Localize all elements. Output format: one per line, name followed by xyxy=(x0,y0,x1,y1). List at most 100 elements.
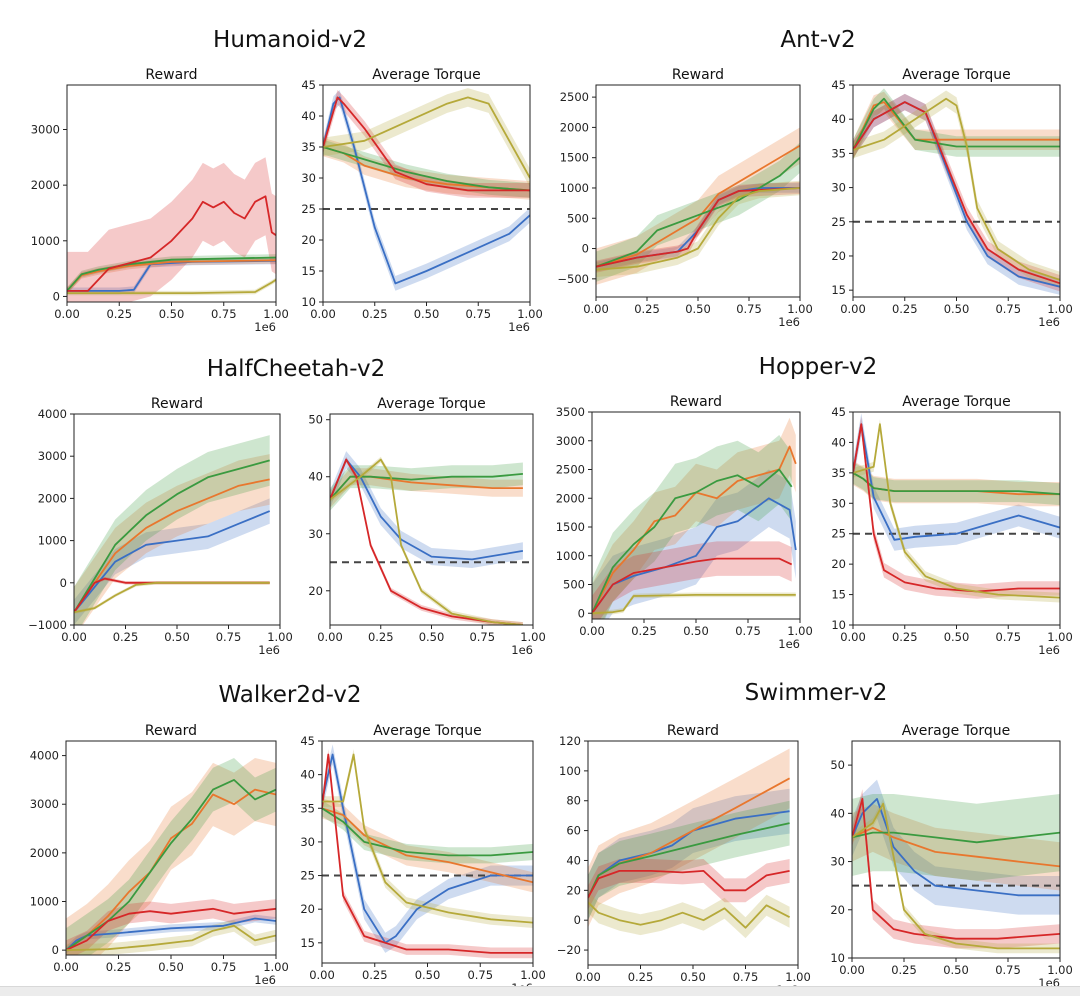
y-tick-label: 20 xyxy=(301,233,316,247)
x-tick-label: 1.00 xyxy=(785,970,811,984)
series-line-red xyxy=(67,195,276,292)
series-line-red xyxy=(592,557,793,614)
y-tick-label: −1000 xyxy=(28,618,67,632)
series-band-green xyxy=(853,88,1060,161)
y-tick-label: 25 xyxy=(301,202,316,216)
plot-area xyxy=(67,157,276,302)
y-tick-label: 10 xyxy=(301,295,316,309)
x-tick-label: 0.00 xyxy=(579,624,605,638)
x-exponent-label: 1e6 xyxy=(778,315,800,329)
series-line-orange xyxy=(596,144,800,268)
y-tick-label: 20 xyxy=(300,902,315,916)
y-tick-label: 4000 xyxy=(38,407,67,421)
x-exponent-label: 1e6 xyxy=(254,973,276,987)
bottom-scrollbar[interactable] xyxy=(0,986,1080,996)
x-tick-label: 0.25 xyxy=(634,302,660,316)
x-tick-label: 0.00 xyxy=(53,960,79,974)
x-exponent-label: 1e6 xyxy=(258,643,280,657)
x-tick-label: 0.50 xyxy=(943,963,969,977)
y-tick-label: 2000 xyxy=(556,491,585,505)
series-line-red xyxy=(323,96,530,192)
x-tick-label: 0.25 xyxy=(892,302,918,316)
y-tick-label: 20 xyxy=(830,903,845,917)
series-band-orange xyxy=(853,91,1060,161)
series-band-red xyxy=(596,181,800,273)
series-line-blue xyxy=(322,753,533,944)
y-tick-label: 25 xyxy=(300,869,315,883)
y-tick-label: 30 xyxy=(831,496,846,510)
y-tick-label: 0 xyxy=(582,242,589,256)
series-line-red xyxy=(66,907,276,951)
series-line-green xyxy=(596,157,800,268)
series-band-olive xyxy=(67,277,276,296)
series-line-blue xyxy=(592,497,797,614)
plot-area xyxy=(588,748,791,939)
subplot-title: Average Torque xyxy=(377,396,486,412)
series-band-green xyxy=(66,758,276,955)
x-tick-label: 0.25 xyxy=(368,630,394,644)
series-line-green xyxy=(592,468,793,614)
x-tick-label: 0.00 xyxy=(310,307,336,321)
env-title-halfcheetah: HalfCheetah-v2 xyxy=(207,356,385,382)
y-tick-label: 10 xyxy=(831,618,846,632)
x-tick-label: 0.00 xyxy=(61,630,87,644)
series-band-orange xyxy=(74,454,270,625)
y-tick-label: 2000 xyxy=(560,120,589,134)
series-line-orange xyxy=(322,807,533,884)
series-band-olive xyxy=(323,88,530,188)
env-title-humanoid: Humanoid-v2 xyxy=(213,27,367,53)
chart-panel: Reward0.000.250.500.751.001e6−2002040608… xyxy=(557,723,811,995)
y-tick-label: 40 xyxy=(308,470,323,484)
series-band-green xyxy=(588,800,790,921)
y-tick-label: 0 xyxy=(53,289,60,303)
plot-area xyxy=(66,758,276,955)
x-tick-label: 0.75 xyxy=(735,624,761,638)
env-title-walker2d: Walker2d-v2 xyxy=(218,682,361,708)
y-tick-label: 35 xyxy=(831,146,846,160)
x-tick-label: 1.00 xyxy=(520,630,546,644)
y-tick-label: 40 xyxy=(831,435,846,449)
x-tick-label: 1.00 xyxy=(263,307,289,321)
series-band-blue xyxy=(588,788,790,921)
y-tick-label: 40 xyxy=(301,109,316,123)
x-tick-label: 0.50 xyxy=(685,302,711,316)
y-tick-label: 0 xyxy=(52,943,59,957)
y-tick-label: 15 xyxy=(831,283,846,297)
y-tick-label: 45 xyxy=(300,734,315,748)
series-band-green xyxy=(592,435,792,619)
y-tick-label: 2500 xyxy=(560,90,589,104)
y-tick-label: 1000 xyxy=(560,181,589,195)
y-tick-label: 50 xyxy=(830,758,845,772)
series-line-green xyxy=(322,807,533,857)
series-line-red xyxy=(596,187,800,268)
series-line-olive xyxy=(66,924,276,951)
series-band-orange xyxy=(596,127,800,285)
x-tick-label: 1.00 xyxy=(787,302,813,316)
x-tick-label: 0.75 xyxy=(995,302,1021,316)
series-band-orange xyxy=(66,758,276,955)
y-tick-label: −500 xyxy=(557,272,589,286)
plot-area xyxy=(853,88,1060,295)
x-tick-label: 0.50 xyxy=(164,630,190,644)
series-line-olive xyxy=(588,901,791,929)
series-band-blue xyxy=(74,498,270,625)
series-band-green xyxy=(330,462,523,511)
y-tick-label: 2000 xyxy=(38,491,67,505)
y-tick-label: 35 xyxy=(300,801,315,815)
x-tick-label: 1.00 xyxy=(267,630,293,644)
y-tick-label: 20 xyxy=(831,557,846,571)
y-tick-label: 20 xyxy=(308,584,323,598)
x-tick-label: 0.25 xyxy=(106,307,132,321)
y-tick-label: 15 xyxy=(300,936,315,950)
x-tick-label: 0.25 xyxy=(892,630,918,644)
subplot-title: Reward xyxy=(145,67,197,83)
x-tick-label: 0.25 xyxy=(891,963,917,977)
axes-frame xyxy=(329,413,534,626)
env-title-ant: Ant-v2 xyxy=(780,27,855,53)
x-tick-label: 0.75 xyxy=(467,968,493,982)
